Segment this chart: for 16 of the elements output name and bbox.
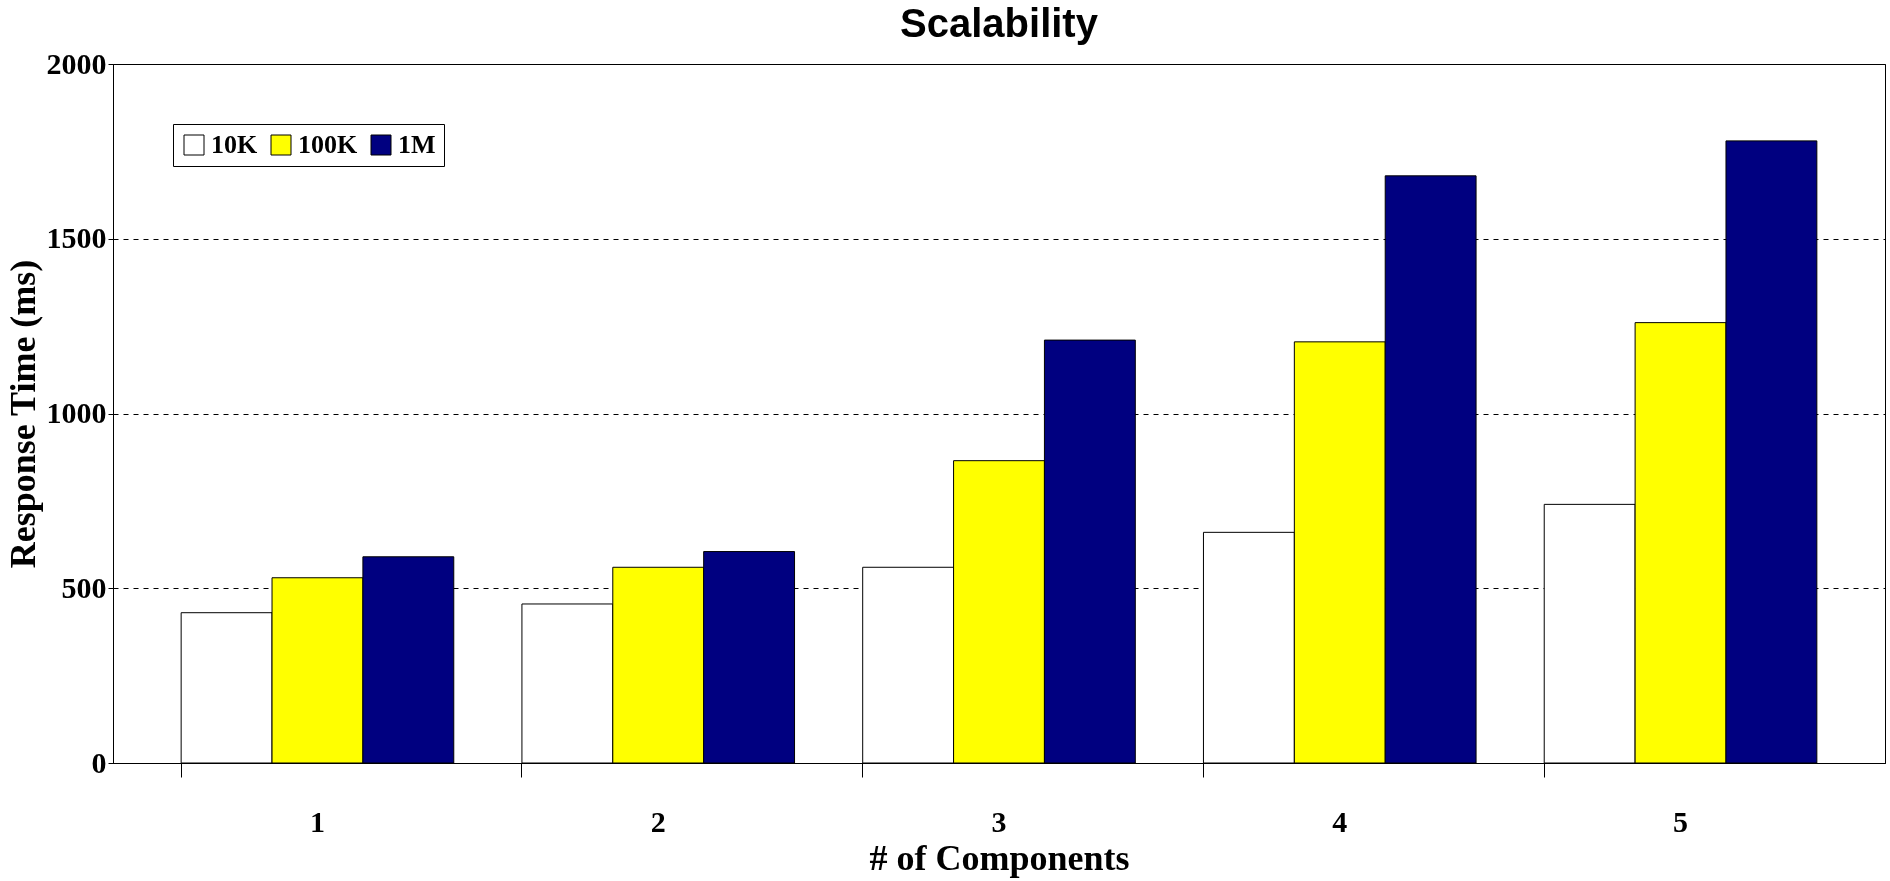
legend-label: 100K bbox=[298, 130, 358, 159]
y-tick-label: 500 bbox=[61, 570, 107, 604]
x-tick-label: 1 bbox=[309, 804, 325, 838]
y-tick-label: 1500 bbox=[46, 221, 107, 255]
legend-label: 10K bbox=[211, 130, 258, 159]
y-tick-label: 1000 bbox=[46, 396, 107, 429]
x-tick-label: 5 bbox=[1673, 804, 1689, 838]
y-tick-label: 0 bbox=[91, 745, 107, 779]
y-axis-title: Response Time (ms) bbox=[2, 259, 43, 569]
chart-title: Scalability bbox=[900, 1, 1099, 45]
x-tick-label: 3 bbox=[991, 804, 1007, 838]
x-tick-label: 2 bbox=[650, 804, 666, 838]
legend-label: 1M bbox=[398, 130, 436, 159]
x-tick-label: 4 bbox=[1332, 804, 1348, 838]
x-axis-title: # of Components bbox=[869, 837, 1130, 878]
y-tick-label: 2000 bbox=[46, 46, 107, 80]
